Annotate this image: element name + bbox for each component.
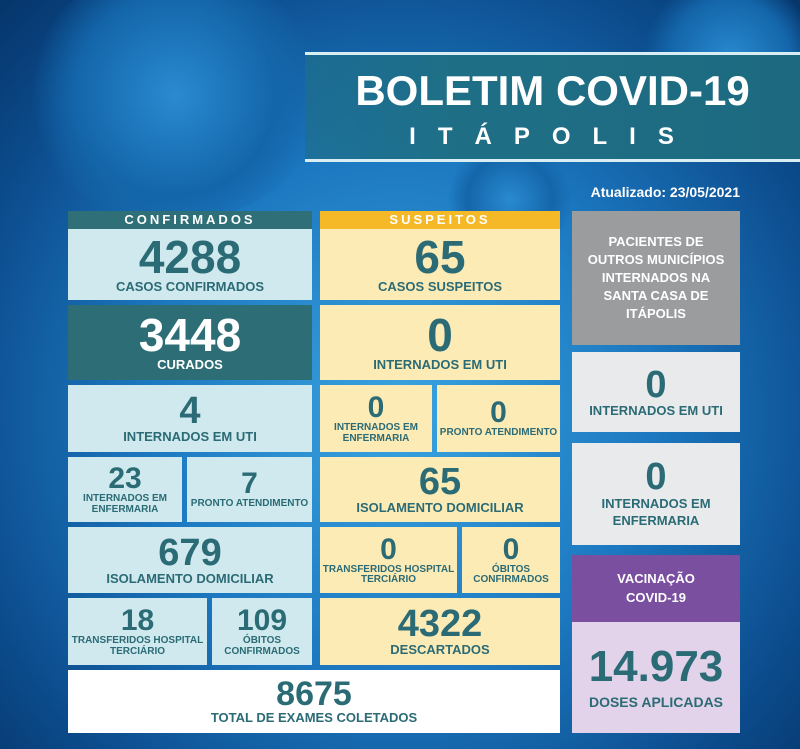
label: ÓBITOS CONFIRMADOS: [473, 563, 549, 585]
outros-municipios-header: PACIENTES DE OUTROS MUNICÍPIOS INTERNADO…: [572, 211, 740, 345]
suspeitos-enfermaria: 0 INTERNADOS EM ENFERMARIA: [320, 385, 432, 452]
value: 0: [367, 391, 385, 424]
label: INTERNADOS EM UTI: [373, 357, 507, 373]
value: 0: [645, 363, 667, 406]
label: TRANSFERIDOS HOSPITAL TERCIÁRIO: [322, 563, 455, 585]
label: INTERNADOS EM ENFERMARIA: [334, 422, 418, 444]
outros-enfermaria: 0 INTERNADOS EM ENFERMARIA: [572, 443, 740, 545]
value: 18: [120, 604, 155, 637]
page-title: BOLETIM COVID-19: [355, 67, 750, 114]
label: INTERNADOS EM ENFERMARIA: [601, 496, 711, 528]
value: 65: [418, 461, 462, 504]
label: PACIENTES DE OUTROS MUNICÍPIOS INTERNADO…: [587, 233, 725, 322]
label: INTERNADOS EM UTI: [589, 402, 723, 418]
label: ÓBITOS CONFIRMADOS: [224, 635, 300, 657]
value: 65: [414, 231, 466, 284]
label: PRONTO ATENDIMENTO: [190, 498, 309, 510]
suspeitos-isolamento: 65 ISOLAMENTO DOMICILIAR: [320, 457, 560, 522]
label: CURADOS: [157, 357, 223, 373]
label: CASOS CONFIRMADOS: [115, 279, 265, 295]
label: PRONTO ATENDIMENTO: [439, 427, 558, 439]
suspeitos-uti: 0 INTERNADOS EM UTI: [320, 305, 560, 380]
label: ISOLAMENTO DOMICILIAR: [106, 570, 274, 586]
title-banner: BOLETIM COVID-19 ITÁPOLIS: [305, 52, 800, 162]
casos-suspeitos: 65 CASOS SUSPEITOS: [320, 229, 560, 300]
label: INTERNADOS EM UTI: [123, 429, 257, 445]
confirmados-isolamento: 679 ISOLAMENTO DOMICILIAR: [68, 527, 312, 593]
virus-illustration: [20, 0, 330, 220]
label: CASOS SUSPEITOS: [377, 279, 502, 295]
confirmados-transferidos: 18 TRANSFERIDOS HOSPITAL TERCIÁRIO: [68, 598, 207, 665]
label: DOSES APLICADAS: [588, 693, 724, 710]
value: 23: [108, 462, 142, 495]
curados: 3448 CURADOS: [68, 305, 312, 380]
value: 0: [490, 396, 507, 430]
confirmados-enfermaria: 23 INTERNADOS EM ENFERMARIA: [68, 457, 182, 522]
label: DESCARTADOS: [390, 642, 490, 658]
doses-aplicadas: 14.973 DOSES APLICADAS: [572, 622, 740, 733]
confirmados-uti: 4 INTERNADOS EM UTI: [68, 385, 312, 452]
suspeitos-header: SUSPEITOS: [320, 211, 560, 229]
value: 8675: [276, 675, 352, 714]
value: 0: [502, 532, 520, 566]
value: 4288: [138, 231, 242, 284]
outros-uti: 0 INTERNADOS EM UTI: [572, 352, 740, 432]
confirmados-obitos: 109 ÓBITOS CONFIRMADOS: [212, 598, 312, 665]
suspeitos-pronto: 0 PRONTO ATENDIMENTO: [437, 385, 560, 452]
label: ISOLAMENTO DOMICILIAR: [356, 500, 524, 516]
value: 4322: [397, 603, 483, 646]
descartados: 4322 DESCARTADOS: [320, 598, 560, 665]
vacinacao-header: VACINAÇÃO COVID-19: [572, 555, 740, 622]
value: 7: [241, 467, 258, 501]
value: 679: [158, 531, 222, 574]
label: INTERNADOS EM ENFERMARIA: [83, 493, 167, 515]
label: TOTAL DE EXAMES COLETADOS: [210, 710, 418, 726]
total-exames: 8675 TOTAL DE EXAMES COLETADOS: [68, 670, 560, 733]
value: 0: [645, 456, 667, 499]
value: 14.973: [588, 641, 724, 691]
value: 0: [427, 309, 453, 362]
value: 4: [179, 390, 201, 433]
confirmados-pronto: 7 PRONTO ATENDIMENTO: [187, 457, 312, 522]
value: 0: [380, 532, 397, 566]
casos-confirmados: 4288 CASOS CONFIRMADOS: [68, 229, 312, 300]
value: 109: [236, 604, 288, 637]
updated-date: Atualizado: 23/05/2021: [590, 184, 740, 200]
label: VACINAÇÃO COVID-19: [617, 571, 695, 605]
city-name: ITÁPOLIS: [409, 123, 696, 150]
suspeitos-transferidos: 0 TRANSFERIDOS HOSPITAL TERCIÁRIO: [320, 527, 457, 593]
suspeitos-obitos: 0 ÓBITOS CONFIRMADOS: [462, 527, 560, 593]
confirmados-header: CONFIRMADOS: [68, 211, 312, 229]
label: TRANSFERIDOS HOSPITAL TERCIÁRIO: [71, 635, 204, 657]
value: 3448: [138, 309, 242, 362]
